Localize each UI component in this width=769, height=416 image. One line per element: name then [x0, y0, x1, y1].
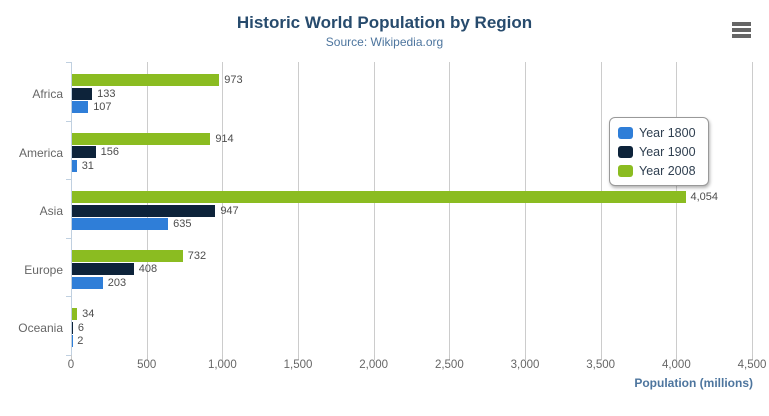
x-axis-tick — [525, 355, 526, 360]
x-axis-tick — [676, 355, 678, 360]
legend-swatch-icon — [618, 164, 633, 177]
gridline — [298, 62, 299, 355]
x-axis-tick — [752, 355, 753, 360]
gridline — [222, 62, 224, 355]
gridline — [752, 62, 753, 355]
bar-value-label: 635 — [173, 218, 192, 231]
category-axis-tick — [66, 121, 71, 122]
bar-europe-year-1800[interactable] — [72, 276, 103, 289]
bar-europe-year-2008[interactable] — [72, 249, 183, 262]
chart-title: Historic World Population by Region — [236, 13, 533, 32]
bar-value-label: 6 — [77, 321, 85, 334]
bar-europe-year-1900[interactable] — [72, 263, 134, 276]
context-menu-button[interactable] — [729, 20, 754, 41]
bar-value-label: 31 — [81, 159, 94, 172]
legend-item-year-1900[interactable]: Year 1900 — [618, 142, 696, 161]
bar-asia-year-1800[interactable] — [72, 218, 169, 231]
legend-label: Year 1900 — [639, 144, 696, 159]
x-axis-tick-label: 0 — [67, 359, 75, 371]
x-axis-tick-label: 2,500 — [434, 359, 464, 371]
x-axis-title: Population (millions) — [634, 376, 753, 390]
bar-america-year-2008[interactable] — [72, 132, 211, 145]
x-axis-tick — [222, 355, 224, 360]
x-axis-tick — [71, 355, 72, 360]
legend-label: Year 2008 — [639, 163, 696, 178]
legend: Year 1800 Year 1900 Year 2008 — [609, 117, 709, 186]
gridline — [600, 62, 602, 355]
legend-item-year-1800[interactable]: Year 1800 — [618, 123, 696, 142]
gridline — [373, 62, 375, 355]
bar-value-label: 133 — [97, 87, 116, 100]
category-axis-tick — [66, 296, 71, 297]
category-axis-tick — [66, 62, 71, 63]
gridline — [676, 62, 678, 355]
bar-value-label: 4,054 — [690, 191, 719, 204]
category-axis-tick — [66, 355, 71, 356]
bar-america-year-1800[interactable] — [72, 159, 77, 172]
x-axis-tick-label: 2,000 — [359, 359, 389, 371]
bar-oceania-year-1900[interactable] — [72, 321, 73, 334]
bar-asia-year-2008[interactable] — [72, 191, 686, 204]
category-label: Asia — [39, 204, 63, 219]
x-axis-tick-label: 4,000 — [661, 359, 691, 371]
bar-africa-year-2008[interactable] — [72, 74, 220, 86]
gridline — [525, 62, 526, 355]
bar-value-label: 732 — [187, 249, 207, 262]
legend-item-year-2008[interactable]: Year 2008 — [618, 161, 696, 180]
category-axis-tick — [66, 238, 71, 239]
bar-value-label: 973 — [224, 74, 243, 86]
bar-africa-year-1900[interactable] — [72, 87, 93, 100]
x-axis-tick-label: 500 — [137, 359, 157, 371]
x-axis-tick-label: 1,500 — [283, 359, 313, 371]
bar-oceania-year-2008[interactable] — [72, 308, 78, 321]
x-axis-tick — [298, 355, 299, 360]
x-axis-tick — [146, 355, 148, 360]
category-label: Europe — [24, 262, 63, 277]
x-axis-tick — [373, 355, 375, 360]
y-axis-line — [71, 62, 72, 355]
bar-value-label: 107 — [93, 101, 112, 113]
x-axis-tick — [449, 355, 451, 360]
x-axis-tick-label: 3,000 — [510, 359, 540, 371]
category-label: Africa — [32, 87, 63, 101]
bar-america-year-1900[interactable] — [72, 146, 96, 159]
x-axis-tick — [600, 355, 602, 360]
x-axis-tick-label: 4,500 — [737, 359, 767, 371]
chart-subtitle: Source: Wikipedia.org — [325, 35, 444, 49]
bar-value-label: 914 — [215, 132, 234, 145]
bar-value-label: 156 — [100, 146, 119, 159]
plot-area: 0 500 1,000 1,500 2,000 2,500 3,000 3,500 4,000 4… — [18, 62, 766, 371]
x-axis-tick-label: 3,500 — [586, 359, 616, 371]
bar-value-label: 2 — [77, 335, 84, 348]
bar-asia-year-1900[interactable] — [72, 204, 216, 217]
legend-label: Year 1800 — [639, 125, 696, 140]
x-axis-tick-label: 1,000 — [207, 359, 237, 371]
bar-value-label: 408 — [138, 263, 158, 276]
gridline — [449, 62, 451, 355]
bar-value-label: 947 — [220, 204, 239, 217]
legend-swatch-icon — [618, 145, 633, 158]
category-axis-tick — [66, 179, 71, 180]
bar-africa-year-1800[interactable] — [72, 101, 89, 113]
bar-value-label: 34 — [82, 308, 95, 321]
category-label: America — [18, 145, 63, 160]
hamburger-menu-icon — [731, 22, 752, 38]
bar-value-label: 203 — [107, 276, 127, 289]
category-label: Oceania — [18, 321, 63, 336]
legend-swatch-icon — [618, 126, 633, 139]
